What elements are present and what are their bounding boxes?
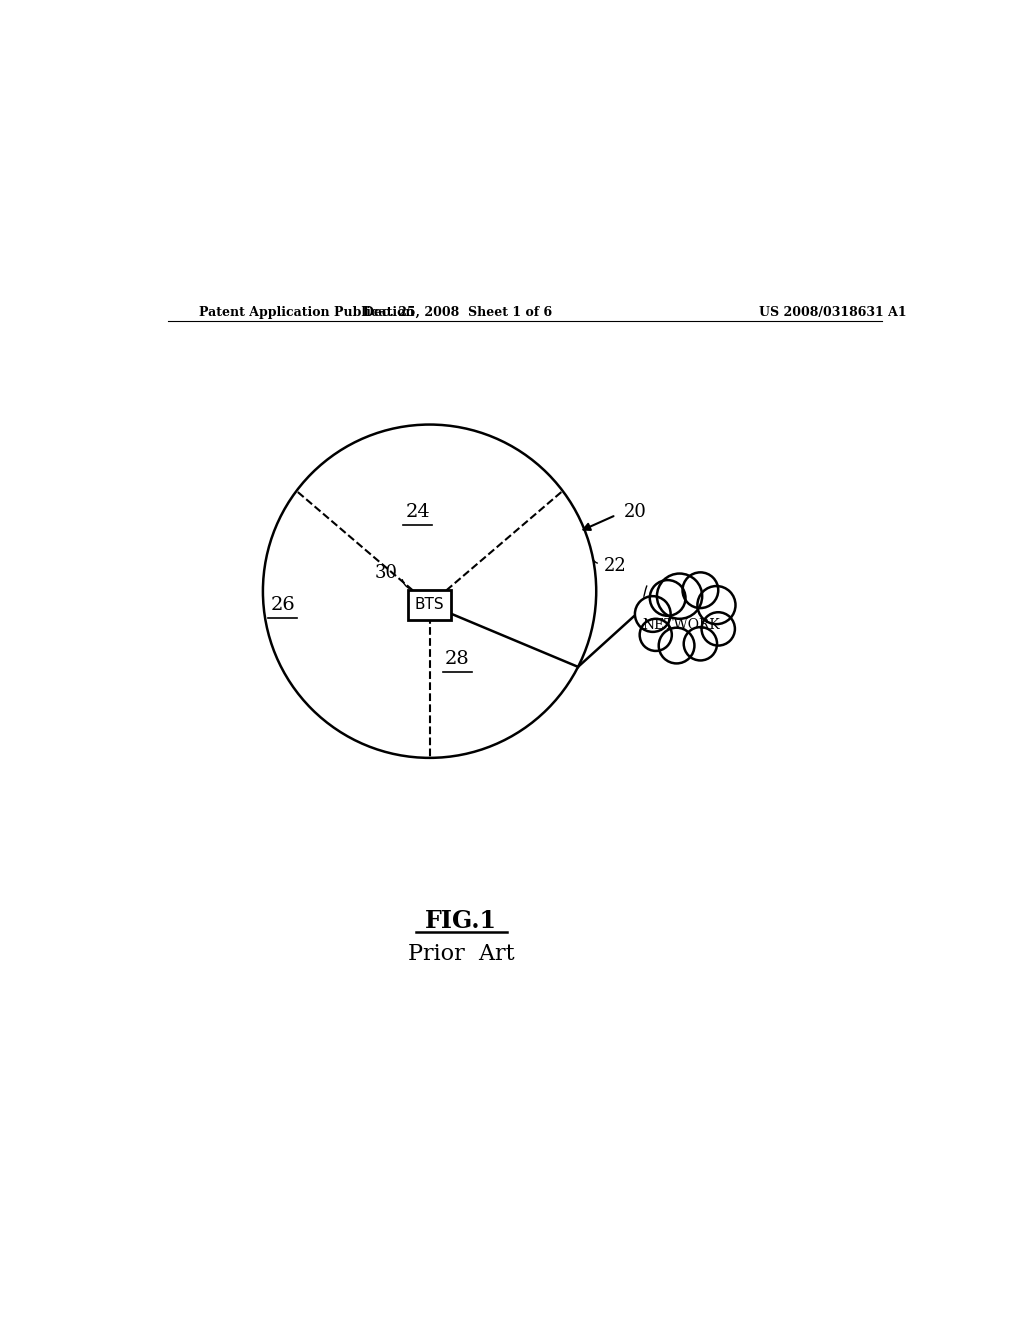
FancyBboxPatch shape [408,590,452,620]
Text: 24: 24 [406,503,430,521]
Text: 28: 28 [445,649,470,668]
Text: 20: 20 [624,503,647,521]
Text: 30: 30 [375,564,397,582]
Text: 26: 26 [270,595,295,614]
Polygon shape [635,573,735,664]
Text: NETWORK: NETWORK [642,618,720,632]
Text: Patent Application Publication: Patent Application Publication [200,305,415,318]
Text: US 2008/0318631 A1: US 2008/0318631 A1 [759,305,906,318]
Text: Prior  Art: Prior Art [408,942,515,965]
Text: 32: 32 [655,634,679,652]
Text: 22: 22 [604,557,627,574]
Text: FIG.1: FIG.1 [425,908,498,932]
Text: BTS: BTS [415,597,444,612]
Text: Dec. 25, 2008  Sheet 1 of 6: Dec. 25, 2008 Sheet 1 of 6 [362,305,552,318]
